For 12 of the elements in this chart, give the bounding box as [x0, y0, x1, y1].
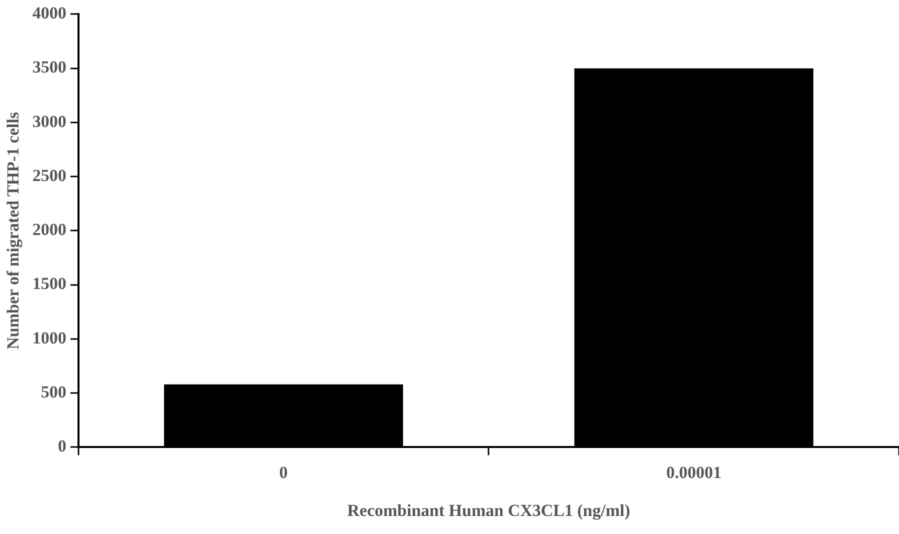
y-tick-label: 3500	[32, 58, 66, 77]
y-tick-label: 0	[58, 436, 66, 456]
y-tick-label: 2000	[32, 220, 66, 240]
y-tick-label: 3000	[32, 112, 66, 131]
x-tick-label: 0.00001	[666, 462, 722, 482]
y-tick-label: 500	[40, 382, 66, 402]
y-tick-label: 4000	[32, 4, 66, 23]
y-tick-label: 1500	[32, 274, 66, 294]
x-axis-title: Recombinant Human CX3CL1 (ng/ml)	[347, 501, 630, 520]
y-tick-label: 1000	[32, 328, 66, 348]
y-axis-title: Number of migrated THP-1 cells	[4, 112, 23, 350]
y-tick-label: 2500	[32, 166, 66, 185]
